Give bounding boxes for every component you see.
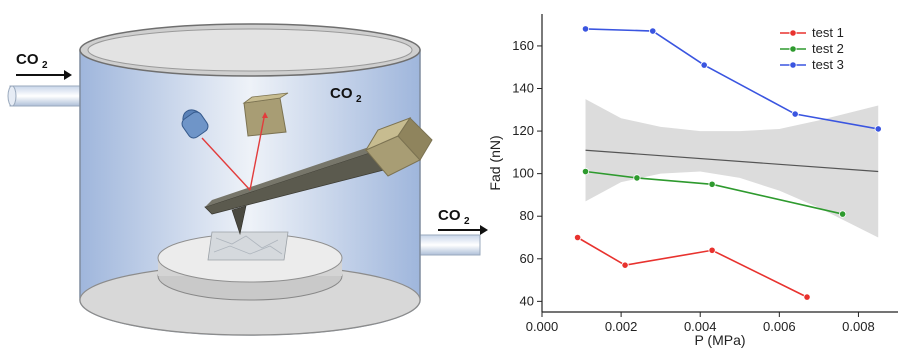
data-point-series-2 xyxy=(633,174,641,182)
chamber-co2-label: CO xyxy=(330,85,353,102)
legend-label: test 1 xyxy=(812,25,844,40)
legend-label: test 2 xyxy=(812,41,844,56)
inlet-co2-sub: 2 xyxy=(42,60,48,71)
chamber-lid-inner xyxy=(87,28,413,72)
adhesion-force-chart: 0.000 0.002 0.004 0.006 0.008 40 60 80 100 120 140… xyxy=(487,14,898,348)
y-tick-label: 140 xyxy=(512,81,534,96)
data-point-series-3 xyxy=(581,25,590,33)
y-tick-label: 80 xyxy=(520,208,534,223)
x-tick-label: 0.000 xyxy=(526,319,559,334)
data-point-series-3 xyxy=(874,125,882,133)
fit-line xyxy=(585,149,879,173)
legend-swatch-marker xyxy=(789,61,797,69)
data-point-series-2 xyxy=(708,180,716,188)
x-tick-label: 0.006 xyxy=(763,319,796,334)
series-layer xyxy=(574,25,882,301)
inlet-co2-label: CO xyxy=(16,51,39,68)
inlet-arrow-head xyxy=(64,70,72,80)
data-point-series-3 xyxy=(700,61,708,69)
x-tick-label: 0.002 xyxy=(605,319,638,334)
laser-source xyxy=(181,109,209,139)
sample-surface xyxy=(207,231,289,261)
data-point-series-2 xyxy=(581,167,590,176)
laser-beam-reflected xyxy=(249,117,265,191)
confidence-band xyxy=(585,99,879,238)
data-point-series-3 xyxy=(791,110,799,118)
y-tick-label: 160 xyxy=(512,38,534,53)
sample-texture xyxy=(213,235,283,255)
y-tick-label: 100 xyxy=(512,166,534,181)
inlet-pipe xyxy=(9,85,86,107)
series-line-2 xyxy=(585,170,843,215)
laser-arrowhead xyxy=(262,112,268,118)
legend-swatch-marker xyxy=(789,29,797,37)
legend-swatch-marker xyxy=(789,45,797,53)
chamber-co2-sub: 2 xyxy=(356,94,362,105)
x-tick-label: 0.008 xyxy=(842,319,875,334)
y-tick-label: 60 xyxy=(520,251,534,266)
series-line-1 xyxy=(577,236,808,298)
data-point-series-2 xyxy=(839,210,847,218)
data-point-series-1 xyxy=(708,246,716,254)
outlet-co2-sub: 2 xyxy=(464,216,470,227)
data-point-series-1 xyxy=(621,261,629,269)
confidence-band-layer xyxy=(585,99,879,238)
outlet-co2-label: CO xyxy=(438,207,461,224)
fit-line-layer xyxy=(585,149,879,173)
data-point-series-3 xyxy=(649,27,657,35)
data-point-series-1 xyxy=(574,233,582,242)
laser-beam-incident xyxy=(201,137,251,191)
legend-label: test 3 xyxy=(812,57,844,72)
cantilever-top xyxy=(205,142,384,207)
y-tick-label: 120 xyxy=(512,123,534,138)
x-tick-label: 0.004 xyxy=(684,319,717,334)
holder-side xyxy=(397,117,433,161)
y-axis-title: Fad (nN) xyxy=(487,135,503,190)
data-point-series-1 xyxy=(803,293,811,301)
photodetector-top xyxy=(242,92,289,104)
inlet-pipe-end xyxy=(7,85,17,107)
afm-tip xyxy=(231,205,247,236)
y-tick-label: 40 xyxy=(520,293,534,308)
afm-chamber-illustration: CO 2 CO 2 CO 2 xyxy=(7,23,488,336)
outlet-arrow-head xyxy=(480,225,488,235)
x-axis-title: P (MPa) xyxy=(694,332,745,348)
axes-layer: 0.000 0.002 0.004 0.006 0.008 40 60 80 100 120 140… xyxy=(512,14,898,334)
